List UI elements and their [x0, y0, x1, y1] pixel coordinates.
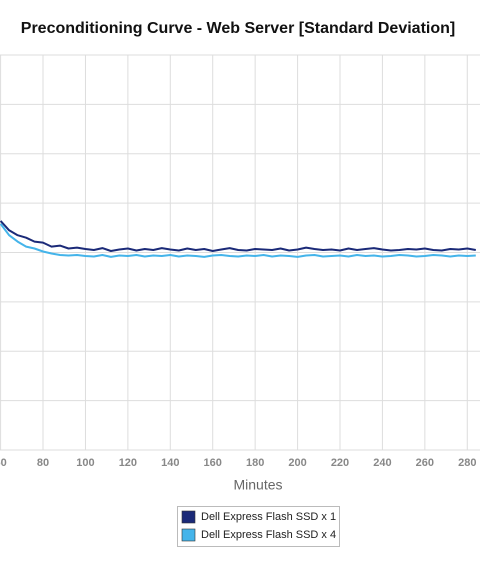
x-tick-label: 220 — [331, 457, 349, 469]
x-tick-label: 240 — [373, 457, 391, 469]
legend-swatch — [181, 510, 196, 524]
x-tick-label: 180 — [246, 457, 264, 469]
x-tick-label: 280 — [458, 457, 476, 469]
x-tick-label: 160 — [204, 457, 222, 469]
series-line — [0, 223, 476, 258]
x-tick-label: 100 — [76, 457, 94, 469]
legend-swatch — [181, 528, 196, 542]
x-tick-label: 200 — [288, 457, 306, 469]
x-tick-label: 120 — [119, 457, 137, 469]
legend-label: Dell Express Flash SSD x 4 — [201, 529, 336, 541]
x-axis-title: Minutes — [233, 477, 282, 493]
legend-label: Dell Express Flash SSD x 1 — [201, 511, 336, 523]
x-tick-label: 140 — [161, 457, 179, 469]
x-tick-label: 60 — [0, 457, 7, 469]
x-tick-label: 260 — [416, 457, 434, 469]
chart-title: Preconditioning Curve - Web Server [Stan… — [21, 20, 455, 37]
legend — [177, 506, 340, 547]
x-tick-label: 80 — [37, 457, 49, 469]
series-line — [0, 220, 476, 252]
